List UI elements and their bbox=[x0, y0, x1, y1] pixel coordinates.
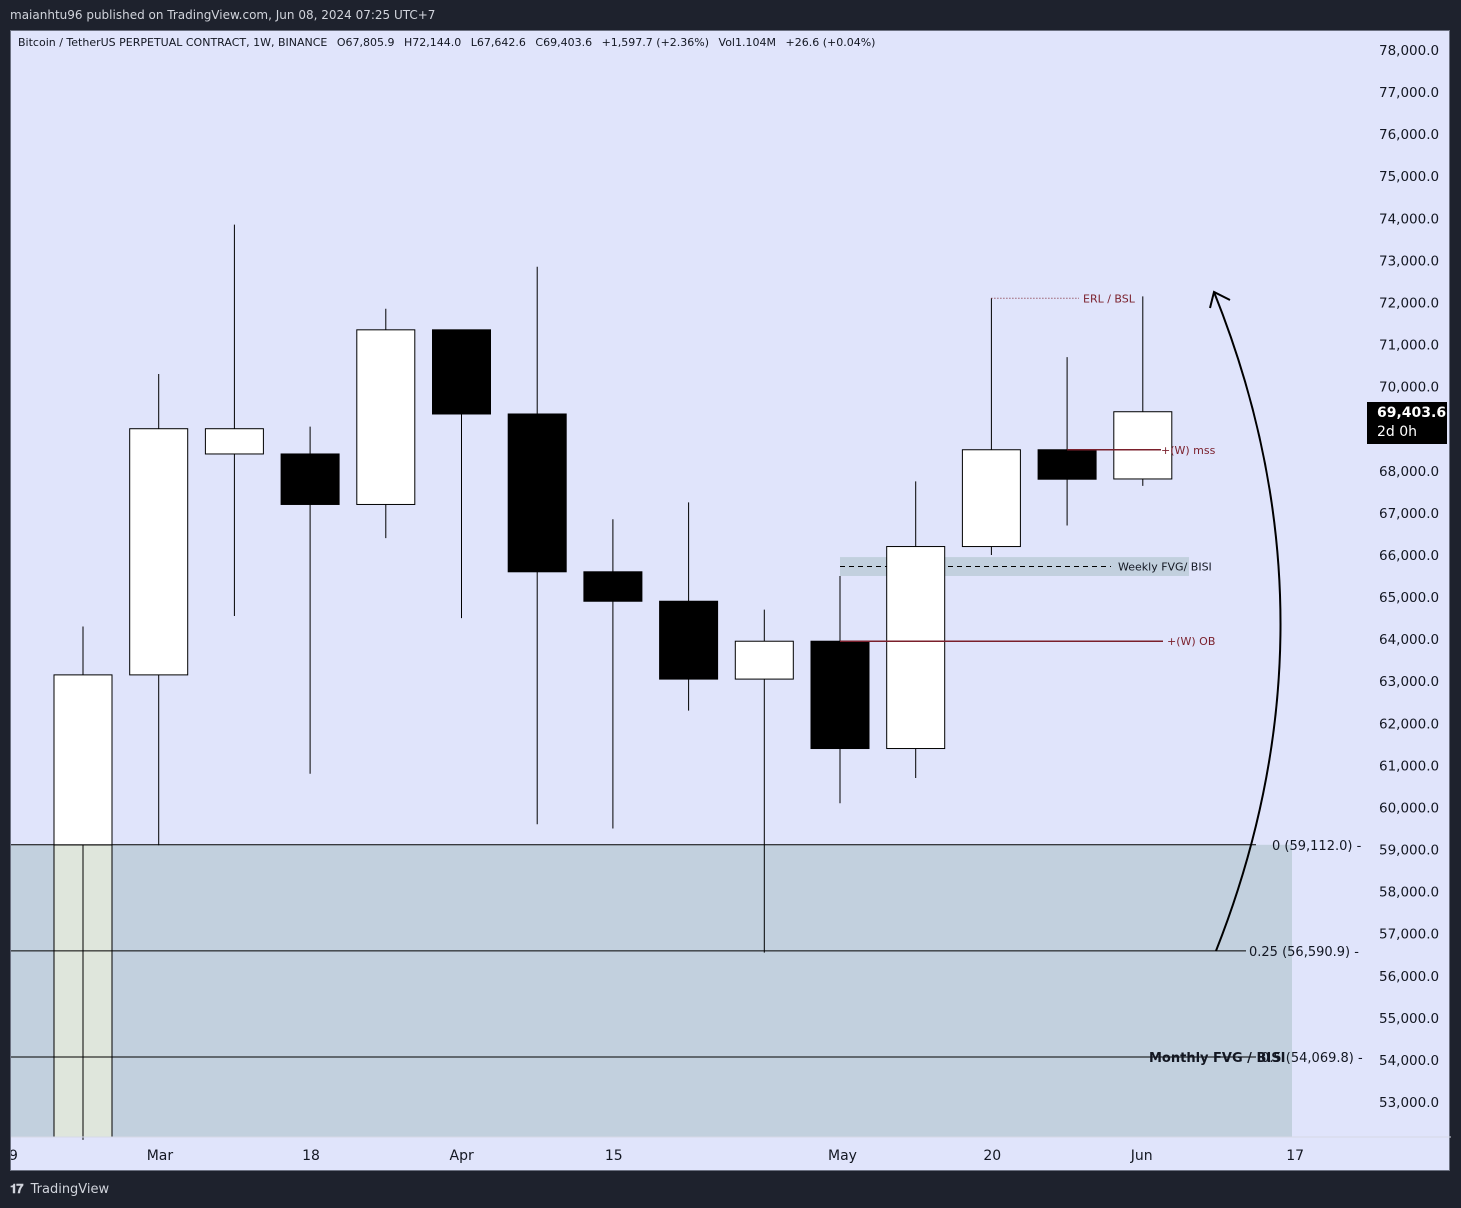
y-tick-label: 68,000.0 bbox=[1379, 464, 1439, 480]
candle-body bbox=[129, 428, 189, 676]
y-tick-label: 65,000.0 bbox=[1379, 590, 1439, 606]
bar-countdown: 2d 0h bbox=[1377, 424, 1418, 440]
candle bbox=[280, 426, 340, 774]
mss-label: +(W) mss bbox=[1161, 444, 1216, 457]
candle-body bbox=[886, 546, 946, 750]
fib-level-label: 0 (59,112.0) - bbox=[1272, 839, 1362, 854]
y-tick-label: 62,000.0 bbox=[1379, 716, 1439, 732]
projection-arrow bbox=[1213, 291, 1282, 952]
tradingview-logo-icon: 𝟏𝟕 bbox=[10, 1182, 24, 1197]
y-tick-label: 55,000.0 bbox=[1379, 1011, 1439, 1027]
y-tick-label: 77,000.0 bbox=[1379, 85, 1439, 101]
last-price-badge: 69,403.6 2d 0h bbox=[1367, 402, 1447, 444]
x-tick-label: 17 bbox=[1286, 1148, 1304, 1164]
y-tick-label: 53,000.0 bbox=[1379, 1095, 1439, 1111]
candle-body bbox=[961, 449, 1021, 548]
x-tick-label: 20 bbox=[983, 1148, 1001, 1164]
candle-body bbox=[280, 453, 340, 505]
y-tick-label: 63,000.0 bbox=[1379, 674, 1439, 690]
candle bbox=[432, 329, 491, 619]
x-tick-label: 15 bbox=[605, 1148, 623, 1164]
candle bbox=[886, 481, 946, 778]
candle-body bbox=[432, 329, 491, 415]
y-tick-label: 64,000.0 bbox=[1379, 632, 1439, 648]
x-tick-label: Jun bbox=[1130, 1148, 1153, 1164]
y-tick-label: 75,000.0 bbox=[1379, 169, 1439, 185]
candle bbox=[507, 266, 567, 825]
candle-body bbox=[204, 428, 264, 455]
candle bbox=[583, 519, 643, 829]
monthly-fvg-zone bbox=[11, 844, 1292, 1137]
y-tick-label: 71,000.0 bbox=[1379, 338, 1439, 354]
y-tick-label: 59,000.0 bbox=[1379, 843, 1439, 859]
x-tick-label: 18 bbox=[302, 1148, 320, 1164]
publisher-text: maianhtu96 published on TradingView.com,… bbox=[10, 8, 436, 22]
candle-body bbox=[583, 571, 643, 602]
y-tick-label: 76,000.0 bbox=[1379, 127, 1439, 143]
candle bbox=[659, 502, 719, 711]
x-tick-label: Mar bbox=[147, 1148, 174, 1164]
last-price-value: 69,403.6 bbox=[1377, 405, 1447, 421]
candle-body bbox=[659, 600, 719, 680]
legend-symbol[interactable]: Bitcoin / TetherUS PERPETUAL CONTRACT, 1… bbox=[18, 36, 328, 49]
y-tick-label: 56,000.0 bbox=[1379, 969, 1439, 985]
brand-name: TradingView bbox=[30, 1182, 110, 1197]
candle bbox=[961, 298, 1021, 555]
y-tick-label: 58,000.0 bbox=[1379, 885, 1439, 901]
candlestick-chart[interactable]: Weekly FVG/ BISI 0 (59,112.0) - 0.25 (56,5… bbox=[11, 31, 1451, 1172]
symbol-legend: Bitcoin / TetherUS PERPETUAL CONTRACT, 1… bbox=[18, 36, 881, 49]
ob-label: +(W) OB bbox=[1167, 635, 1215, 648]
y-tick-label: 61,000.0 bbox=[1379, 758, 1439, 774]
candle-body bbox=[1037, 449, 1097, 480]
legend-volume-change: +26.6 (+0.04%) bbox=[785, 36, 876, 49]
legend-volume: Vol1.104M bbox=[718, 36, 776, 49]
y-tick-label: 78,000.0 bbox=[1379, 43, 1439, 59]
erl-bsl-label: ERL / BSL bbox=[1083, 292, 1136, 305]
footer-brand[interactable]: 𝟏𝟕 TradingView bbox=[10, 1180, 109, 1200]
y-tick-label: 72,000.0 bbox=[1379, 295, 1439, 311]
arrow-head-icon bbox=[1209, 290, 1231, 309]
legend-high: H72,144.0 bbox=[404, 36, 462, 49]
y-tick-label: 54,000.0 bbox=[1379, 1053, 1439, 1069]
chart-panel[interactable]: Weekly FVG/ BISI 0 (59,112.0) - 0.25 (56,5… bbox=[10, 30, 1451, 1172]
legend-open: O67,805.9 bbox=[336, 36, 395, 49]
monthly-fvg-label: Monthly FVG / BISI bbox=[1149, 1051, 1285, 1066]
y-tick-label: 74,000.0 bbox=[1379, 211, 1439, 227]
y-tick-label: 57,000.0 bbox=[1379, 927, 1439, 943]
legend-low: L67,642.6 bbox=[470, 36, 526, 49]
legend-change: +1,597.7 (+2.36%) bbox=[601, 36, 710, 49]
candle bbox=[1037, 357, 1097, 526]
fib-level-label: 0.5 (54,069.8) - bbox=[1261, 1051, 1363, 1066]
candle-body bbox=[734, 640, 794, 680]
fib-level-label: 0.25 (56,590.9) - bbox=[1249, 945, 1359, 960]
y-tick-label: 66,000.0 bbox=[1379, 548, 1439, 564]
x-tick-label: 9 bbox=[11, 1148, 18, 1164]
candle-body bbox=[507, 413, 567, 573]
candle bbox=[129, 374, 189, 846]
legend-close: C69,403.6 bbox=[535, 36, 593, 49]
candle bbox=[204, 224, 264, 616]
publisher-bar: maianhtu96 published on TradingView.com,… bbox=[0, 0, 1461, 30]
y-tick-label: 70,000.0 bbox=[1379, 380, 1439, 396]
y-tick-label: 67,000.0 bbox=[1379, 506, 1439, 522]
candle bbox=[356, 308, 416, 539]
x-tick-label: Apr bbox=[450, 1148, 474, 1164]
y-tick-label: 73,000.0 bbox=[1379, 253, 1439, 269]
weekly-fvg-label: Weekly FVG/ BISI bbox=[1118, 561, 1212, 574]
candle bbox=[810, 576, 870, 804]
candle bbox=[734, 609, 794, 953]
x-tick-label: May bbox=[828, 1148, 857, 1164]
y-tick-label: 60,000.0 bbox=[1379, 800, 1439, 816]
candle-body bbox=[1113, 411, 1173, 480]
candle bbox=[53, 626, 113, 1140]
candle-body bbox=[356, 329, 416, 505]
candle bbox=[1113, 296, 1173, 486]
candle-body bbox=[53, 674, 113, 846]
candle-body bbox=[810, 640, 870, 750]
